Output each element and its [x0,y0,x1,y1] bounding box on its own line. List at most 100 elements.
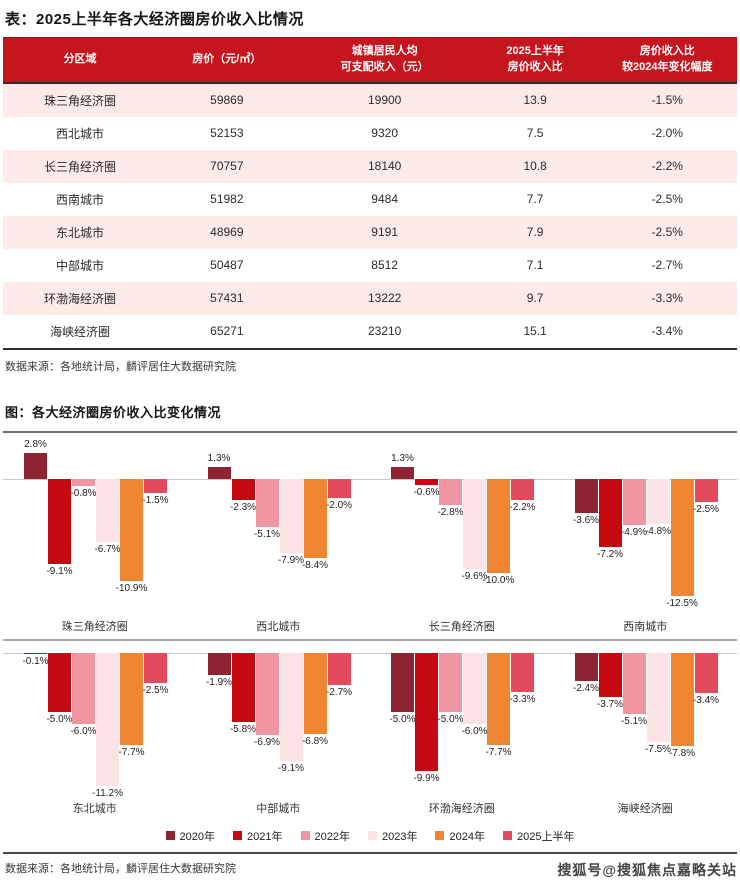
legend-label: 2020年 [179,830,216,843]
table-cell: 7.1 [526,258,544,273]
bar-value-label: -5.0% [437,714,464,726]
chart-bar [415,478,438,485]
chart-group: 1.3% -0.6% -2.8% -9.6% -10.0% -2.2% 长三角经济圈 [370,433,554,639]
chart-group: -5.0% -9.9% -5.0% -6.0% -7.7% -3.3% 环渤海经济圈 [370,641,554,821]
bar-value-label: -1.5% [142,494,169,506]
chart-group: 2.8% -9.1% -0.8% -6.7% -10.9% -1.5% 珠三角经济圈 [3,433,187,639]
table-cell: -2.7% [651,258,683,273]
table-cell: 18140 [367,159,402,174]
chart-bar [279,652,303,762]
table-row: 环渤海经济圈 57431 13222 9.7 -3.3% [3,281,737,315]
table-row: 海峡经济圈 65271 23210 15.1 -3.4% [3,314,737,350]
chart-bar [463,478,486,570]
legend-item: 2020年 [165,828,216,844]
bar-value-label: -9.1% [46,566,73,578]
chart-footer: 数据来源：各地统计局，麟评居住大数据研究院 搜狐号@搜狐焦点嘉略关站 [3,851,737,880]
legend-item: 2023年 [368,828,417,844]
chart-bar [670,652,694,746]
category-label: 中部城市 [256,802,301,815]
bar-value-label: -9.6% [461,571,488,583]
chart-plot: -1.9% -5.8% -6.9% -9.1% -6.8% -2.7% [187,641,371,801]
chart-bar [144,478,167,493]
column-header: 分区域 [3,36,158,84]
chart-bar [303,478,327,558]
table-cell: 8512 [371,258,398,273]
column-header: 房价（元/㎡） [157,36,297,84]
category-label: 环渤海经济圈 [428,802,495,815]
bar-value-label: -5.8% [229,723,257,735]
table-section: 表：2025上半年各大经济圈房价收入比情况 分区域 房价（元/㎡） 城镇居民人均 可… [3,4,737,376]
bar-value-label: -2.5% [142,684,169,696]
table-header: 分区域 房价（元/㎡） 城镇居民人均 可支配收入（元） 2025上半年 房价收入比 房价… [3,36,737,84]
bar-value-label: -2.7% [325,687,353,698]
table-row: 中部城市 50487 8512 7.1 -2.7% [3,249,737,282]
bar-value-label: -0.1% [22,656,49,668]
bar-value-label: 1.3% [391,452,414,464]
bar-value-label: -2.2% [509,501,536,513]
bar-value-label: -4.8% [644,525,672,537]
bar-value-label: -7.7% [118,746,145,758]
table-cell: -2.5% [651,225,683,240]
bar-value-label: -7.7% [485,746,512,758]
bar-value-label: 1.3% [207,452,231,464]
chart-bar [255,652,279,735]
chart-group: 1.3% -2.3% -5.1% -7.9% -8.4% -2.0% 西北城市 [187,433,371,639]
chart-bar [207,652,231,676]
chart-bar [24,652,47,655]
table-cell: 7.5 [526,126,544,141]
bar-value-label: -7.5% [644,744,672,756]
table-cell: 西南城市 [56,192,105,207]
chart-bar [598,652,622,697]
bar-value-label: -3.3% [509,694,536,706]
legend-item: 2024年 [435,828,485,844]
bar-value-label: -3.7% [596,698,624,710]
bar-value-label: -6.0% [70,726,97,738]
chart-plot: -2.4% -3.7% -5.1% -7.5% -7.8% -3.4% [554,641,738,801]
chart-bar [48,478,71,565]
bar-value-label: -6.8% [301,735,329,747]
legend-label: 2021年 [247,830,283,843]
column-header: 房价收入比 较2024年变化幅度 [597,36,737,84]
chart-plot: -3.6% -7.2% -4.9% -4.8% -12.5% -2.5% [554,433,738,619]
chart-bar [415,652,438,771]
table-cell: 10.8 [523,159,547,174]
table-cell: 东北城市 [56,225,105,240]
table-row: 西北城市 52153 9320 7.5 -2.0% [3,117,737,150]
chart-plot: -5.0% -9.9% -5.0% -6.0% -7.7% -3.3% [370,641,554,801]
bar-value-label: -5.0% [46,714,73,726]
table-cell: 长三角经济圈 [44,159,117,174]
bar-value-label: -0.6% [413,486,440,498]
chart-bar [391,652,414,713]
price-income-table: 分区域 房价（元/㎡） 城镇居民人均 可支配收入（元） 2025上半年 房价收入比 房价… [3,36,737,350]
chart-bar [255,478,279,527]
bar-value-label: -5.1% [620,715,648,727]
chart-bar [327,652,351,685]
chart-bar [694,652,718,694]
table-row: 东北城市 48969 9191 7.9 -2.5% [3,215,737,249]
chart-bar [72,478,95,487]
table-source: 数据来源：各地统计局，麟评居住大数据研究院 [5,360,236,373]
table-cell: -3.4% [597,314,737,350]
chart-bar [96,478,119,542]
bar-value-label: -2.3% [229,502,257,514]
bar-value-label: -2.0% [325,499,353,511]
category-label: 长三角经济圈 [428,620,495,633]
chart-bar [120,652,143,745]
bar-value-label: -6.0% [461,726,488,738]
table-cell: 59869 [210,93,244,108]
bar-value-label: -8.4% [301,559,329,571]
chart-bar [24,452,47,479]
bar-value-label: -9.1% [277,763,305,775]
bar-value-label: -3.6% [572,514,600,526]
bar-value-label: -12.5% [666,598,698,610]
table-cell: 23210 [296,314,473,350]
chart-bar [327,478,351,498]
bar-value-label: -5.1% [253,528,281,540]
category-label: 东北城市 [72,802,117,815]
table-cell: 7.9 [526,225,544,240]
chart-bar [646,478,670,524]
chart-bar [463,652,486,725]
chart-bar [574,478,598,513]
zero-axis-line [3,652,737,654]
chart-bar [207,466,231,479]
